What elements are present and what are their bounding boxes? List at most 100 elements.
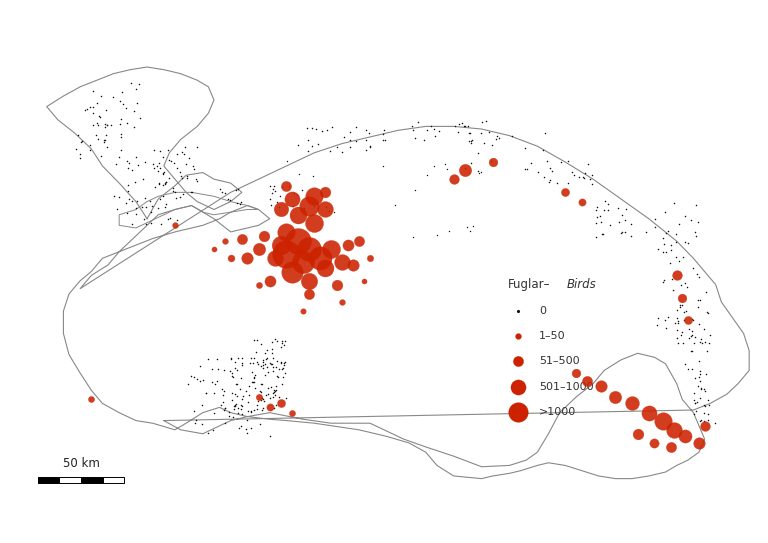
Point [649,215,661,224]
Point [140,219,152,228]
Point [685,332,697,340]
Point [218,419,230,427]
Point [159,180,171,188]
Point [308,218,320,227]
Point [275,205,287,214]
Point [149,183,161,192]
Point [286,194,298,203]
Point [291,191,303,199]
Point [698,325,710,333]
Point [247,359,260,368]
Point [227,368,239,377]
Text: 0: 0 [539,306,546,315]
Point [616,211,628,220]
Point [237,402,249,411]
Point [227,372,240,381]
Point [219,404,231,413]
Point [700,346,713,355]
Point [121,209,134,218]
Point [212,365,224,374]
Point [84,103,97,111]
Point [121,118,134,127]
Point [310,124,323,133]
Point [685,216,697,224]
Point [253,393,265,401]
Point [206,364,218,373]
Point [167,187,179,195]
Point [321,125,333,134]
Point [175,173,187,182]
Point [232,354,244,363]
Point [244,424,257,432]
Point [353,237,365,245]
Point [256,393,268,402]
Point [673,219,685,228]
Point [472,167,485,175]
Point [167,184,180,192]
Point [169,221,181,230]
Point [698,421,710,430]
Point [696,338,708,347]
Point [686,327,698,336]
Point [131,98,143,107]
Point [409,133,422,142]
Point [671,334,684,343]
Point [216,188,228,197]
Point [259,370,271,379]
Point [179,142,191,151]
Point [190,374,203,383]
Point [269,254,281,263]
Polygon shape [47,67,242,219]
Point [612,218,624,226]
Point [703,400,715,409]
Point [273,203,286,211]
Point [269,387,281,395]
Point [219,189,231,198]
Point [441,165,453,174]
Point [157,169,169,178]
Point [559,188,571,197]
Point [248,371,260,380]
Point [270,381,282,390]
Point [168,159,180,167]
Point [176,148,188,156]
Point [216,385,228,394]
Point [420,126,432,135]
Point [157,168,169,177]
Point [160,178,172,186]
Point [347,261,359,269]
Point [217,365,230,374]
Point [171,216,184,224]
Point [126,166,138,174]
Point [652,245,664,254]
Point [164,174,176,182]
Point [584,175,596,184]
Point [676,294,688,302]
Point [148,146,161,154]
Point [130,210,142,219]
Point [196,401,208,409]
Point [690,232,703,241]
Point [665,241,677,250]
Point [690,406,702,415]
Point [229,401,241,410]
Point [359,276,371,285]
Point [266,363,279,372]
Point [458,122,471,130]
Point [217,391,229,400]
Point [247,353,260,362]
Point [690,398,703,407]
Point [261,363,273,371]
Point [230,400,243,409]
Point [249,384,261,393]
Text: 50 km: 50 km [63,457,100,470]
Point [670,253,682,262]
Point [475,129,487,138]
Point [336,258,349,267]
Point [236,234,248,243]
Point [431,231,443,240]
Point [493,134,505,142]
Point [154,146,166,155]
Point [453,120,465,129]
Point [278,361,290,369]
